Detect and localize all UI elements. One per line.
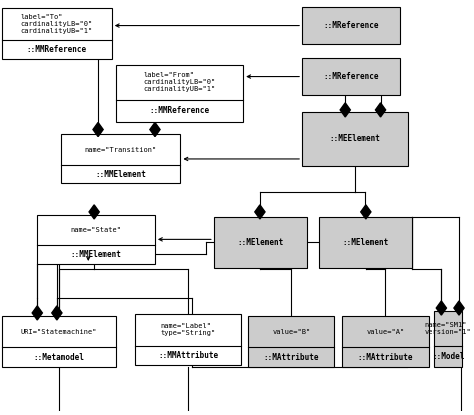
Text: ::MMReference: ::MMReference xyxy=(27,45,87,54)
Text: ::MReference: ::MReference xyxy=(323,72,379,81)
Bar xyxy=(248,316,335,367)
Polygon shape xyxy=(375,103,386,117)
Polygon shape xyxy=(340,103,350,117)
Text: name="SM1"
version="1": name="SM1" version="1" xyxy=(425,322,472,335)
Text: ::MElement: ::MElement xyxy=(237,238,283,247)
Text: ::MMElement: ::MMElement xyxy=(71,250,121,259)
Bar xyxy=(2,316,116,367)
Polygon shape xyxy=(89,205,99,219)
Text: ::MAttribute: ::MAttribute xyxy=(264,353,319,362)
Polygon shape xyxy=(93,122,103,137)
Text: value="B": value="B" xyxy=(272,329,310,334)
Polygon shape xyxy=(454,301,464,315)
Text: ::MMReference: ::MMReference xyxy=(149,106,210,115)
Bar xyxy=(319,217,412,268)
Bar xyxy=(136,314,241,365)
Bar xyxy=(37,215,155,264)
Text: label="To"
cardinalityLB="0"
cardinalityUB="1": label="To" cardinalityLB="0" cardinality… xyxy=(21,14,93,34)
Text: ::MElement: ::MElement xyxy=(342,238,389,247)
Text: ::Model: ::Model xyxy=(432,352,465,361)
Bar xyxy=(302,112,408,166)
Text: ::MMElement: ::MMElement xyxy=(95,170,146,178)
Text: value="A": value="A" xyxy=(366,329,405,334)
Bar xyxy=(116,65,243,122)
Text: ::MReference: ::MReference xyxy=(323,21,379,30)
Text: ::MEElement: ::MEElement xyxy=(329,134,381,143)
Text: ::MMAttribute: ::MMAttribute xyxy=(158,351,219,360)
Bar xyxy=(342,316,428,367)
Text: name="Transition": name="Transition" xyxy=(84,146,157,153)
Bar xyxy=(435,311,462,367)
Text: name="Label"
type="String": name="Label" type="String" xyxy=(161,323,216,336)
Text: ::MAttribute: ::MAttribute xyxy=(358,353,413,362)
Polygon shape xyxy=(150,122,160,137)
Polygon shape xyxy=(436,301,447,315)
Text: name="State": name="State" xyxy=(71,227,122,233)
Bar xyxy=(61,134,181,183)
Bar xyxy=(302,58,400,95)
Bar xyxy=(302,7,400,44)
Bar xyxy=(2,8,112,59)
Polygon shape xyxy=(361,205,371,219)
Bar xyxy=(214,217,307,268)
Polygon shape xyxy=(52,306,62,320)
Polygon shape xyxy=(255,205,265,219)
Text: URI="Statemachine": URI="Statemachine" xyxy=(20,329,97,334)
Polygon shape xyxy=(32,306,42,320)
Text: label="From"
cardinalityLB="0"
cardinalityUB="1": label="From" cardinalityLB="0" cardinali… xyxy=(143,73,216,93)
Text: ::Metamodel: ::Metamodel xyxy=(33,353,84,362)
